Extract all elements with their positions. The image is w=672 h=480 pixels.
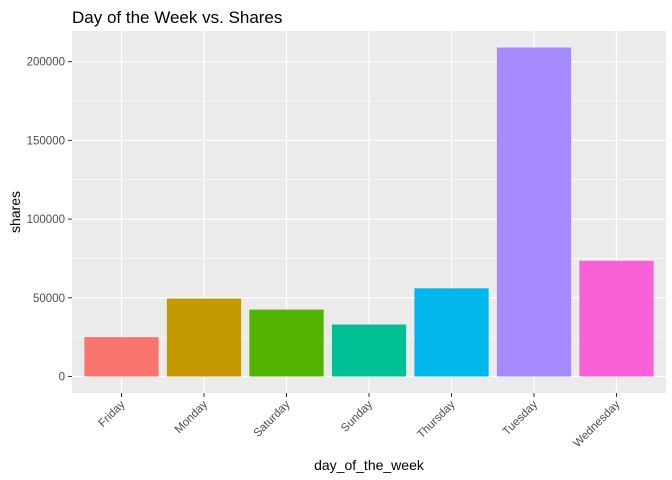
- bar-wednesday: [579, 260, 654, 377]
- bar-saturday: [249, 309, 324, 377]
- y-axis: 0 50000 100000 150000 200000: [27, 57, 72, 383]
- x-tick-label: Monday: [173, 398, 211, 436]
- x-axis: Friday Monday Saturday Sunday Thursday Tuesda…: [97, 393, 623, 450]
- x-tick-label: Wednesday: [571, 398, 622, 449]
- x-axis-title: day_of_the_week: [314, 457, 425, 473]
- y-tick-label: 150000: [27, 135, 65, 147]
- x-tick-label: Sunday: [339, 398, 375, 434]
- bar-sunday: [331, 324, 407, 377]
- bars: [84, 47, 654, 377]
- bar-monday: [166, 298, 242, 377]
- y-tick-label: 50000: [33, 293, 65, 305]
- bar-tuesday: [496, 47, 572, 377]
- x-tick-label: Thursday: [415, 398, 458, 441]
- chart-title: Day of the Week vs. Shares: [72, 8, 282, 27]
- x-tick-label: Friday: [97, 398, 128, 429]
- y-tick-label: 100000: [27, 214, 65, 226]
- y-tick-label: 200000: [27, 57, 65, 69]
- y-tick-label: 0: [59, 371, 65, 383]
- y-axis-title: shares: [7, 191, 23, 233]
- bar-friday: [84, 337, 159, 377]
- bar-thursday: [414, 288, 489, 377]
- x-tick-label: Tuesday: [501, 398, 541, 438]
- x-tick-label: Saturday: [252, 398, 293, 439]
